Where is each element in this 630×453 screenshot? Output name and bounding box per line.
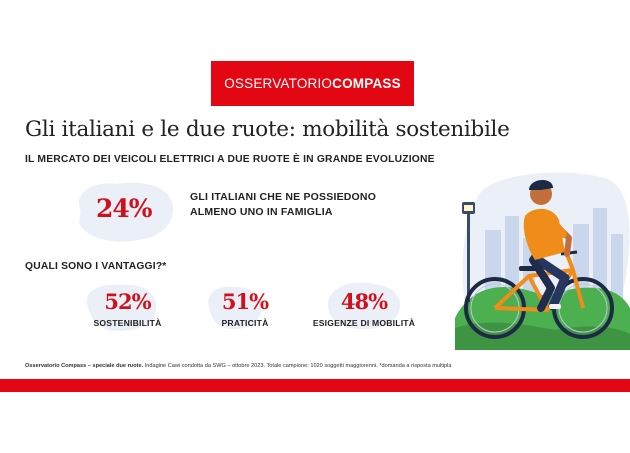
main-stat-value: 24% <box>96 194 153 223</box>
main-stat-line-1: GLI ITALIANI CHE NE POSSIEDONO <box>190 191 377 203</box>
advantage-item-praticita: 51% PRATICITÀ <box>200 289 290 329</box>
observatory-logo: OSSERVATORIO COMPASS <box>211 61 414 106</box>
advantage-blob-3 <box>322 279 404 331</box>
advantage-value: 48% <box>340 289 388 314</box>
footnote-source: Osservatorio Compass – speciale due ruot… <box>25 363 144 369</box>
advantage-item-esigenze: 48% ESIGENZE DI MOBILITÀ <box>305 289 423 329</box>
advantage-label: ESIGENZE DI MOBILITÀ <box>312 318 416 328</box>
advantage-label: SOSTENIBILITÀ <box>93 318 162 328</box>
main-stat-blob <box>68 178 178 244</box>
logo-text-light: OSSERVATORIO <box>224 76 333 91</box>
advantages-question: QUALI SONO I VANTAGGI?* <box>25 261 167 272</box>
advantage-value: 52% <box>104 289 151 314</box>
footnote-details: Indagine Cawi condotta da SWG – ottobre … <box>143 363 452 369</box>
page-title: Gli italiani e le due ruote: mobilità so… <box>25 117 510 142</box>
advantage-blob-1 <box>80 281 160 333</box>
footnote: Osservatorio Compass – speciale due ruot… <box>25 363 615 369</box>
cyclist-illustration <box>455 168 630 350</box>
page-subtitle: IL MERCATO DEI VEICOLI ELETTRICI A DUE R… <box>25 154 435 165</box>
logo-text-bold: COMPASS <box>332 76 401 91</box>
main-stat-line-2: ALMENO UNO IN FAMIGLIA <box>190 206 333 218</box>
advantage-item-sostenibilita: 52% SOSTENIBILITÀ <box>80 289 175 329</box>
main-stat-description: GLI ITALIANI CHE NE POSSIEDONO ALMENO UN… <box>190 190 450 220</box>
advantage-label: PRATICITÀ <box>221 318 269 328</box>
advantage-blob-2 <box>203 283 265 331</box>
advantage-value: 51% <box>221 289 269 314</box>
footer-red-band <box>0 379 630 392</box>
